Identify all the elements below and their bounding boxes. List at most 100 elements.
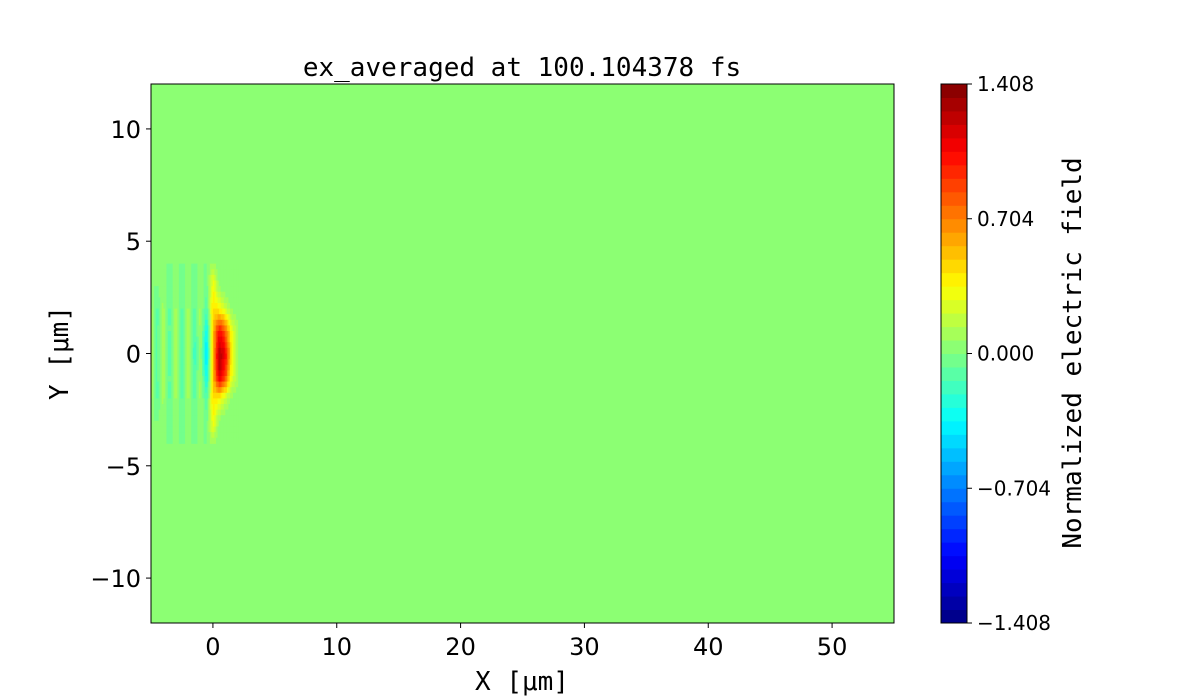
heatmap-cell bbox=[169, 302, 172, 310]
heatmap-cell bbox=[200, 392, 203, 399]
heatmap-cell bbox=[151, 325, 154, 332]
heatmap-cell bbox=[163, 409, 166, 416]
heatmap-cell bbox=[161, 342, 164, 349]
heatmap-cell bbox=[206, 347, 209, 354]
heatmap-cell bbox=[161, 415, 164, 422]
heatmap-cell bbox=[206, 437, 209, 444]
heatmap-cell bbox=[197, 381, 200, 388]
heatmap-cell bbox=[191, 404, 194, 411]
heatmap-cell bbox=[217, 331, 220, 338]
heatmap-cell bbox=[195, 437, 198, 444]
heatmap-cell bbox=[195, 297, 198, 304]
heatmap-cell bbox=[174, 426, 177, 433]
heatmap-cell bbox=[202, 409, 205, 416]
heatmap-cell bbox=[183, 432, 186, 439]
heatmap-cell bbox=[205, 353, 208, 360]
heatmap-cell bbox=[209, 375, 212, 383]
heatmap-cell bbox=[185, 375, 188, 383]
heatmap-cell bbox=[222, 420, 225, 427]
heatmap-cell bbox=[161, 420, 164, 427]
heatmap-cell bbox=[231, 314, 234, 321]
heatmap-cell bbox=[191, 353, 194, 360]
heatmap-cell bbox=[220, 342, 223, 349]
heatmap-cell bbox=[216, 280, 219, 287]
heatmap-cell bbox=[168, 432, 171, 439]
heatmap-cell bbox=[195, 325, 198, 332]
heatmap-cell bbox=[198, 342, 202, 349]
heatmap-cell bbox=[197, 297, 200, 304]
heatmap-cell bbox=[160, 381, 163, 388]
heatmap-cell bbox=[164, 297, 167, 304]
heatmap-cell bbox=[161, 353, 164, 360]
heatmap-cell bbox=[154, 269, 157, 276]
heatmap-cell bbox=[233, 263, 236, 270]
heatmap-cell bbox=[183, 392, 186, 399]
heatmap-cell bbox=[183, 319, 186, 326]
heatmap-cell bbox=[229, 308, 232, 315]
heatmap-cell bbox=[228, 381, 231, 388]
heatmap-cell bbox=[197, 420, 200, 427]
heatmap-cell bbox=[216, 347, 219, 354]
heatmap-cell bbox=[198, 370, 202, 377]
heatmap-cell bbox=[198, 381, 202, 388]
heatmap-cell bbox=[169, 359, 172, 366]
heatmap-cell bbox=[202, 280, 205, 287]
heatmap-cell bbox=[186, 392, 189, 399]
heatmap-cell bbox=[161, 314, 164, 321]
heatmap-cell bbox=[202, 437, 205, 444]
heatmap-cell bbox=[225, 353, 228, 360]
heatmap-cell bbox=[174, 286, 177, 293]
heatmap-cell bbox=[208, 432, 211, 439]
heatmap-cell bbox=[212, 409, 215, 416]
heatmap-cell bbox=[163, 432, 166, 439]
heatmap-cell bbox=[183, 387, 186, 394]
heatmap-cell bbox=[198, 280, 202, 287]
heatmap-cell bbox=[214, 286, 217, 293]
heatmap-cell bbox=[211, 426, 214, 433]
heatmap-cell bbox=[195, 370, 198, 377]
heatmap-cell bbox=[228, 359, 231, 366]
heatmap-cell bbox=[178, 280, 181, 287]
heatmap-cell bbox=[222, 364, 225, 371]
heatmap-cell bbox=[152, 342, 155, 349]
heatmap-cell bbox=[175, 364, 178, 371]
heatmap-cell bbox=[208, 370, 211, 377]
colorbar-level bbox=[941, 528, 967, 543]
heatmap-cell bbox=[197, 291, 200, 298]
heatmap-cell bbox=[185, 331, 188, 338]
heatmap-cell bbox=[188, 286, 191, 293]
colorbar-level bbox=[941, 259, 967, 274]
heatmap-cell bbox=[217, 364, 220, 371]
heatmap-cell bbox=[172, 398, 175, 405]
heatmap-cell bbox=[157, 280, 160, 287]
heatmap-cell bbox=[212, 353, 215, 360]
heatmap-cell bbox=[209, 263, 212, 270]
heatmap-cell bbox=[152, 359, 155, 366]
heatmap-cell bbox=[181, 280, 185, 287]
heatmap-cell bbox=[161, 370, 164, 377]
heatmap-cell bbox=[180, 342, 183, 349]
heatmap-cell bbox=[185, 415, 188, 422]
colorbar-level bbox=[941, 340, 967, 354]
heatmap-cell bbox=[181, 409, 185, 416]
heatmap-cell bbox=[214, 432, 217, 439]
heatmap-cell bbox=[180, 297, 183, 304]
heatmap-cell bbox=[185, 291, 188, 298]
heatmap-cell bbox=[174, 370, 177, 377]
heatmap-cell bbox=[195, 392, 198, 399]
heatmap-cell bbox=[164, 269, 167, 276]
heatmap-cell bbox=[225, 404, 228, 411]
heatmap-cell bbox=[171, 359, 174, 366]
heatmap-cell bbox=[163, 308, 166, 315]
heatmap-cell bbox=[208, 274, 211, 282]
heatmap-cell bbox=[206, 375, 209, 383]
heatmap-cell bbox=[198, 437, 202, 444]
heatmap-cell bbox=[164, 370, 167, 377]
heatmap-cell bbox=[195, 269, 198, 276]
heatmap-cell bbox=[180, 291, 183, 298]
heatmap-cell bbox=[157, 420, 160, 427]
heatmap-cell bbox=[172, 263, 175, 270]
heatmap-cell bbox=[236, 392, 239, 399]
heatmap-cell bbox=[208, 280, 211, 287]
heatmap-cell bbox=[206, 398, 209, 405]
